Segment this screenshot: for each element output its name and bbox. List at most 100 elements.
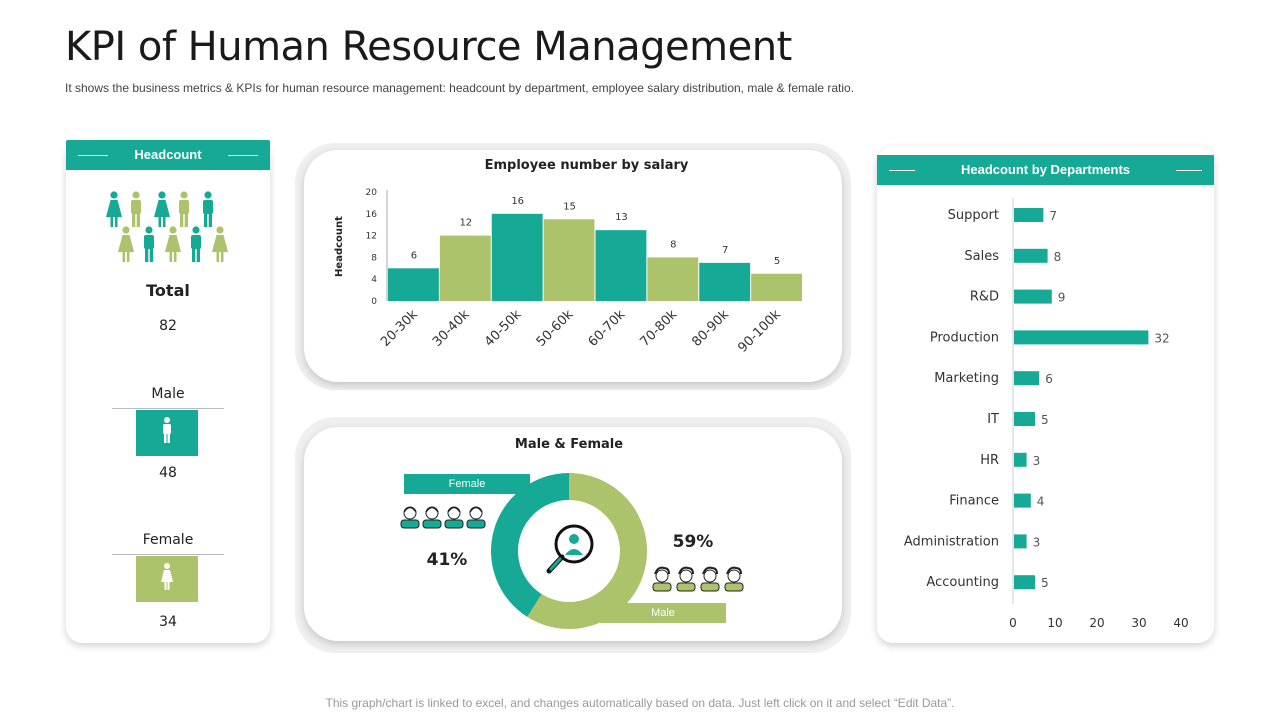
- department-value-label: 8: [1054, 250, 1062, 264]
- female-avatar-icon: [466, 506, 486, 529]
- female-label: Female: [142, 532, 194, 548]
- male-tag: Male: [600, 603, 726, 623]
- person-icon: [179, 191, 189, 227]
- x-tick-label: 10: [1047, 616, 1062, 630]
- department-label: IT: [987, 412, 999, 427]
- y-tick-label: 0: [371, 297, 377, 307]
- department-label: R&D: [970, 290, 999, 305]
- salary-bar: [491, 213, 543, 301]
- salary-category-label: 70-80k: [637, 307, 680, 350]
- person-icon: [131, 191, 141, 227]
- x-tick-label: 20: [1089, 616, 1104, 630]
- male-slice: [527, 473, 647, 629]
- person-icon: [165, 226, 181, 262]
- salary-bar-value-label: 13: [615, 212, 628, 223]
- salary-bar-value-label: 16: [511, 196, 524, 207]
- person-icon: [191, 226, 201, 262]
- salary-category-label: 40-50k: [482, 307, 525, 350]
- salary-chart-card: Employee number by salary 0 4 8 12 16 20 Headc…: [304, 150, 842, 382]
- department-bar: [1014, 248, 1048, 263]
- person-icon: [118, 226, 134, 262]
- department-bar: [1014, 452, 1027, 467]
- footer-note: This graph/chart is linked to excel, and…: [325, 696, 955, 710]
- department-bar: [1014, 493, 1031, 508]
- departments-card: Headcount by Departments Support 7 Sales 8 R…: [877, 146, 1214, 643]
- salary-bar-chart: 0 4 8 12 16 20 Headcount 6 20-30k 12 30-40k 16 40-50…: [334, 188, 802, 356]
- department-value-label: 4: [1037, 495, 1045, 509]
- y-tick-label: 16: [366, 210, 378, 220]
- female-box: [136, 556, 198, 602]
- department-value-label: 6: [1045, 372, 1053, 386]
- male-percent: 59%: [672, 532, 714, 552]
- female-divider: [112, 554, 224, 555]
- female-person-icon: [161, 563, 173, 590]
- department-bar: [1014, 289, 1052, 304]
- salary-bar-value-label: 6: [411, 250, 417, 261]
- departments-bar-chart: Support 7 Sales 8 R&D 9 Production 32 Marketing 6…: [904, 198, 1189, 630]
- department-label: Administration: [904, 534, 999, 549]
- x-tick-label: 0: [1009, 616, 1017, 630]
- department-bar: [1014, 371, 1040, 386]
- male-box: [136, 410, 198, 456]
- page-title: KPI of Human Resource Management: [65, 24, 792, 70]
- salary-bar-value-label: 7: [722, 245, 728, 256]
- male-avatar-icon: [700, 566, 720, 592]
- female-tag: Female: [404, 474, 530, 494]
- person-icon: [203, 191, 213, 227]
- department-label: Production: [930, 330, 999, 345]
- salary-bar: [751, 273, 802, 301]
- department-label: Finance: [949, 494, 999, 509]
- department-bar: [1014, 575, 1035, 590]
- total-label: Total: [146, 281, 190, 300]
- total-value: 82: [159, 318, 177, 334]
- department-value-label: 5: [1041, 576, 1049, 590]
- female-slice: [490, 473, 569, 617]
- search-person-icon: [546, 524, 594, 574]
- person-icon: [212, 226, 228, 262]
- department-bar: [1014, 412, 1035, 426]
- male-label: Male: [151, 386, 185, 402]
- female-value: 34: [159, 614, 177, 630]
- people-group-icon: [106, 191, 228, 262]
- person-icon: [144, 226, 154, 262]
- headcount-card: Headcount Total 82 Male 48 Female 34: [66, 140, 270, 643]
- male-divider: [112, 408, 224, 409]
- department-value-label: 32: [1154, 331, 1169, 345]
- y-tick-label: 20: [366, 188, 378, 198]
- salary-bar-value-label: 12: [459, 218, 472, 229]
- male-avatar-icon: [676, 566, 696, 592]
- salary-category-label: 20-30k: [378, 307, 421, 350]
- salary-category-label: 60-70k: [586, 307, 629, 350]
- department-bar: [1014, 330, 1149, 345]
- salary-bar-value-label: 8: [670, 239, 676, 250]
- male-avatar-icon: [724, 566, 744, 592]
- male-tag-label: Male: [651, 607, 675, 619]
- salary-chart-title: Employee number by salary: [484, 158, 689, 173]
- page-subtitle: It shows the business metrics & KPIs for…: [65, 81, 855, 95]
- salary-bar: [543, 219, 595, 301]
- department-value-label: 5: [1041, 413, 1049, 427]
- salary-category-label: 50-60k: [534, 307, 577, 350]
- person-icon: [106, 191, 122, 227]
- female-avatar-icon: [444, 506, 464, 529]
- department-label: Sales: [964, 249, 999, 264]
- headcount-header-label: Headcount: [134, 147, 202, 162]
- male-value: 48: [159, 465, 177, 481]
- salary-category-label: 30-40k: [430, 307, 473, 350]
- department-value-label: 3: [1033, 454, 1041, 468]
- department-value-label: 9: [1058, 291, 1066, 305]
- department-value-label: 3: [1033, 535, 1041, 549]
- person-icon: [154, 191, 170, 227]
- male-person-icon: [163, 417, 171, 443]
- department-label: HR: [980, 453, 999, 468]
- salary-bar: [647, 257, 699, 301]
- salary-bar-value-label: 5: [774, 256, 780, 267]
- salary-category-label: 80-90k: [689, 307, 732, 350]
- department-value-label: 7: [1049, 209, 1057, 223]
- gender-chart-card: Male & Female Female Male 41% 59%: [304, 427, 842, 641]
- y-tick-label: 4: [371, 275, 377, 285]
- departments-header-label: Headcount by Departments: [960, 162, 1131, 177]
- salary-bar: [439, 235, 491, 301]
- gender-donut-chart: [400, 473, 744, 629]
- salary-bar: [595, 230, 647, 301]
